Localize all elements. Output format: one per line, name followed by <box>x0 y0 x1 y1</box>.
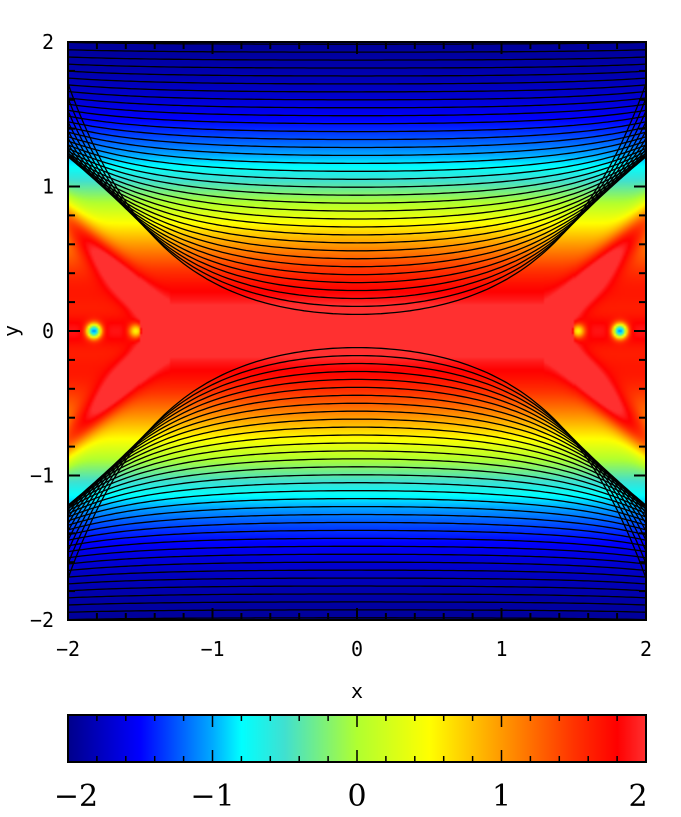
contour-line <box>68 153 646 204</box>
y-tick-labels: −2 −1 0 1 2 <box>30 30 54 632</box>
plot-area <box>68 28 646 635</box>
contour-line <box>68 137 646 276</box>
y-tick-label: −2 <box>30 608 54 632</box>
contour-line <box>68 121 646 292</box>
x-tick-label: −2 <box>56 637 80 661</box>
contour-line <box>68 521 646 541</box>
contour-line <box>68 529 646 547</box>
contour-line <box>68 154 646 244</box>
contour-line <box>68 490 646 522</box>
contour-line <box>68 362 646 552</box>
contour-line <box>68 147 646 188</box>
contour-line <box>68 115 646 133</box>
contour-line <box>68 131 646 157</box>
y-tick-label: −1 <box>30 464 54 488</box>
contour-line <box>68 458 646 509</box>
contour-line <box>68 626 646 627</box>
contour-line <box>68 370 646 541</box>
contour-line <box>68 148 646 260</box>
y-tick-label: 1 <box>42 175 54 199</box>
y-axis-label: y <box>0 325 23 337</box>
contour-line <box>68 126 646 149</box>
contour-line <box>68 410 646 511</box>
contour-line <box>68 110 646 300</box>
x-tick-label: 1 <box>495 637 507 661</box>
colorbar-tick-label: −2 <box>54 779 98 814</box>
contour-line <box>68 154 646 212</box>
contour-line <box>68 505 646 531</box>
y-tick-label: 2 <box>42 30 54 54</box>
contour-line <box>68 386 646 525</box>
contour-line <box>68 83 646 316</box>
x-tick-label: 0 <box>351 637 363 661</box>
contour-line <box>68 593 646 599</box>
contour-line <box>68 156 646 228</box>
contour-line <box>68 70 646 77</box>
contour-line <box>68 121 646 141</box>
contour-line <box>68 378 646 532</box>
contour-line <box>68 466 646 512</box>
contour-line <box>68 103 646 117</box>
contour-line <box>68 144 646 180</box>
contour-line <box>68 442 646 507</box>
contour-line <box>68 497 646 526</box>
contour-lines <box>68 28 646 635</box>
contour-line <box>68 537 646 553</box>
x-tick-label: −1 <box>200 637 224 661</box>
colorbar-tick-label: 2 <box>628 779 647 814</box>
contour-line <box>68 97 646 109</box>
colorbar-tick-label: 1 <box>492 779 511 814</box>
contour-line <box>68 35 646 36</box>
contour-line <box>68 63 646 69</box>
contour-line <box>68 394 646 519</box>
contour-line <box>68 601 646 606</box>
contour-line <box>68 426 646 507</box>
contour-line <box>68 56 646 61</box>
contour-line <box>68 577 646 585</box>
contour-line <box>68 418 646 508</box>
contour-line <box>68 84 646 93</box>
contour-line <box>68 28 646 29</box>
contour-line <box>68 569 646 578</box>
contour-line <box>68 155 646 236</box>
contour-line <box>68 545 646 559</box>
contour-line <box>68 151 646 252</box>
contour-line <box>68 155 646 220</box>
contour-line <box>68 513 646 536</box>
contour-line <box>68 109 646 125</box>
contour-line <box>68 150 646 196</box>
contour-line <box>68 553 646 565</box>
contour-line <box>68 634 646 635</box>
contour-line <box>68 98 646 308</box>
x-tick-label: 2 <box>640 637 652 661</box>
colorbar-tick-labels: −2 −1 0 1 2 <box>54 779 648 814</box>
x-axis-label: x <box>351 679 363 703</box>
contour-line <box>68 474 646 515</box>
contour-line <box>68 354 646 564</box>
colorbar-ticks <box>67 715 647 762</box>
contour-line <box>68 585 646 592</box>
contour-line <box>68 90 646 101</box>
contour-line <box>68 136 646 165</box>
contour-line <box>68 450 646 508</box>
contour-line <box>68 346 646 579</box>
contour-line <box>68 140 646 172</box>
x-tick-labels: −2 −1 0 1 2 <box>56 637 652 661</box>
y-tick-label: 0 <box>42 319 54 343</box>
contour-line <box>68 77 646 85</box>
contour-line <box>68 434 646 506</box>
heatmap-image <box>68 42 646 620</box>
contour-line <box>68 143 646 268</box>
axis-ticks <box>67 41 647 621</box>
colorbar-tick-label: −1 <box>190 779 234 814</box>
contour-line <box>68 482 646 518</box>
colorbar-tick-label: 0 <box>347 779 366 814</box>
contour-line <box>68 561 646 572</box>
contour-line <box>68 130 646 284</box>
colorbar: −2 −1 0 1 2 <box>54 714 648 814</box>
contour-line <box>68 402 646 514</box>
